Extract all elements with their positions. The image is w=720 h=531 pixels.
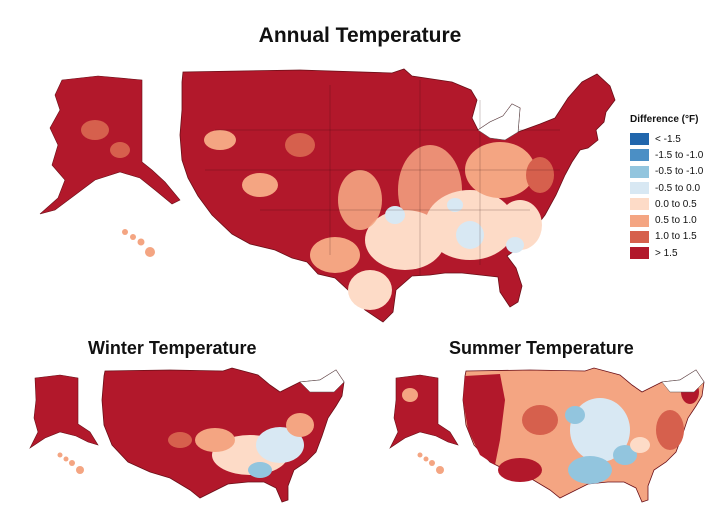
legend-item: -0.5 to 0.0 (630, 180, 718, 196)
legend-title: Difference (°F) (630, 114, 699, 125)
legend-swatch (630, 230, 649, 243)
legend-label: > 1.5 (655, 247, 678, 259)
summer-conus (462, 367, 705, 503)
legend-label: 1.0 to 1.5 (655, 231, 697, 243)
legend-swatch (630, 198, 649, 211)
annual-alaska (39, 75, 181, 215)
legend-label: 0.0 to 0.5 (655, 198, 697, 210)
legend-swatch (630, 247, 649, 260)
annual-temperature-title: Annual Temperature (258, 24, 462, 47)
legend-swatch (630, 133, 649, 146)
legend-item: 0.0 to 0.5 (630, 196, 718, 212)
winter-conus (101, 367, 345, 503)
summer-alaska (389, 374, 459, 449)
legend-item: > 1.5 (630, 245, 718, 261)
legend-label: -1.5 to -1.0 (655, 149, 704, 161)
legend-label: < -1.5 (655, 133, 681, 145)
annual-conus (179, 68, 616, 323)
difference-legend: Difference (°F) < -1.5 -1.5 to -1.0 -0.5 t… (630, 114, 718, 261)
legend-item: < -1.5 (630, 131, 718, 147)
legend-swatch (630, 214, 649, 227)
summer-hawaii (417, 452, 444, 474)
legend-item: -1.5 to -1.0 (630, 147, 718, 163)
summer-temperature-title: Summer Temperature (449, 338, 634, 358)
legend-item: -0.5 to -1.0 (630, 164, 718, 180)
annual-hawaii (122, 229, 155, 257)
winter-alaska (29, 374, 99, 449)
legend-item: 0.5 to 1.0 (630, 212, 718, 228)
legend-swatch (630, 182, 649, 195)
legend-label: 0.5 to 1.0 (655, 215, 697, 227)
legend-swatch (630, 165, 649, 178)
winter-temperature-title: Winter Temperature (88, 338, 257, 358)
legend-label: -0.5 to 0.0 (655, 182, 701, 194)
legend-swatch (630, 149, 649, 162)
legend-label: -0.5 to -1.0 (655, 166, 704, 178)
legend-item: 1.0 to 1.5 (630, 229, 718, 245)
winter-hawaii (57, 452, 84, 474)
legend-rows: < -1.5 -1.5 to -1.0 -0.5 to -1.0 -0.5 to 0.… (630, 131, 718, 261)
